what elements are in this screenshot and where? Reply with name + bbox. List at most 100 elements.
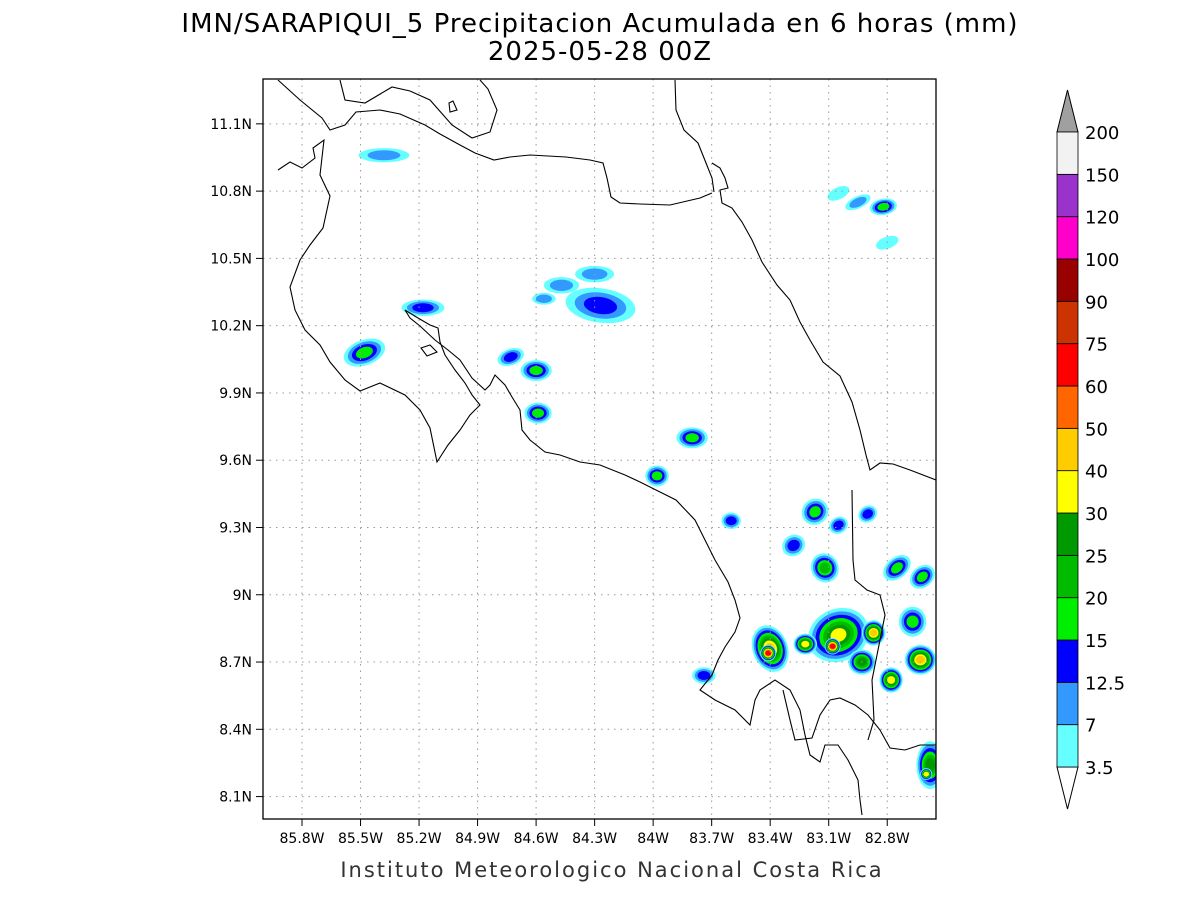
precip-cell xyxy=(676,427,708,449)
nicaragua-lake-shore xyxy=(339,79,498,139)
precip-contour xyxy=(915,655,925,664)
precip-cell xyxy=(645,465,669,487)
precip-cell xyxy=(565,287,636,324)
lon-tick-label: 83.4W xyxy=(748,831,793,847)
precip-cell xyxy=(879,667,903,693)
figure-title: IMN/SARAPIQUI_5 Precipitacion Acumulada … xyxy=(181,9,1018,39)
colorbar-swatch xyxy=(1056,724,1079,768)
precip-cell xyxy=(916,741,936,790)
nicaragua-border xyxy=(277,79,713,206)
precip-cell xyxy=(808,607,869,663)
lat-tick-label: 9.9N xyxy=(219,386,252,402)
colorbar-swatch xyxy=(1056,216,1079,260)
precip-contour xyxy=(651,471,663,481)
map-background xyxy=(263,79,936,819)
lon-tick-label: 84.6W xyxy=(514,831,559,847)
precip-cell xyxy=(543,277,580,294)
lat-tick-label: 10.8N xyxy=(210,184,252,200)
lon-tick-label: 84.9W xyxy=(455,831,500,847)
precip-cell xyxy=(824,638,841,655)
precip-contour xyxy=(765,650,772,656)
lat-tick-label: 8.7N xyxy=(219,655,252,671)
colorbar-upper-arrow xyxy=(1056,89,1079,133)
precip-cell xyxy=(497,348,524,367)
precip-cell xyxy=(909,564,935,589)
colorbar-swatch xyxy=(1056,343,1079,387)
colorbar-label: 40 xyxy=(1085,462,1108,483)
precip-cell xyxy=(520,360,552,381)
colorbar-swatch xyxy=(1056,512,1079,556)
colorbar-label: 100 xyxy=(1085,250,1119,271)
colorbar-lower-arrow xyxy=(1056,766,1079,810)
precip-contour xyxy=(531,408,545,418)
lon-tick-label: 85.8W xyxy=(280,831,325,847)
precip-cell xyxy=(858,505,878,523)
lat-tick-label: 10.2N xyxy=(210,319,252,335)
lon-tick-label: 85.5W xyxy=(338,831,383,847)
colorbar-swatch xyxy=(1056,554,1079,599)
island-chira xyxy=(420,344,438,357)
colorbar-swatch xyxy=(1056,427,1079,472)
colorbar-label: 15 xyxy=(1085,631,1108,652)
precip-contour xyxy=(827,186,850,201)
colorbar-label: 75 xyxy=(1085,335,1108,356)
precip-cell xyxy=(760,644,777,662)
colorbar-swatch xyxy=(1056,385,1079,429)
precip-contour xyxy=(685,433,699,443)
nicaragua-caribbean-coast xyxy=(674,79,715,193)
precip-contour xyxy=(725,516,737,526)
lat-tick-label: 8.1N xyxy=(219,790,252,806)
precip-cell xyxy=(861,620,886,646)
lon-tick-label: 84W xyxy=(637,831,669,847)
precip-contour xyxy=(583,296,618,315)
precip-cell xyxy=(845,194,871,211)
lat-tick-label: 10.5N xyxy=(210,251,252,267)
colorbar-swatch xyxy=(1056,470,1079,514)
precip-contour xyxy=(697,670,711,680)
lon-tick-label: 84.3W xyxy=(572,831,617,847)
colorbar-label: 7 xyxy=(1085,716,1096,737)
precip-cell xyxy=(793,633,818,655)
colorbar-swatch xyxy=(1056,597,1079,641)
costa-rica-pacific-coast xyxy=(277,138,863,816)
lon-tick-label: 85.2W xyxy=(397,831,442,847)
lat-tick-label: 9.3N xyxy=(219,520,252,536)
precip-contour xyxy=(877,202,890,211)
precip-cell xyxy=(532,292,556,305)
precip-contour xyxy=(801,640,810,648)
colorbar-swatch xyxy=(1056,681,1079,726)
precip-contour xyxy=(787,539,800,552)
precip-cell xyxy=(524,402,552,424)
colorbar-swatch xyxy=(1056,131,1079,175)
costa-rica-caribbean-coast xyxy=(711,162,936,481)
colorbar-label: 200 xyxy=(1085,123,1119,144)
precipitation-field xyxy=(343,148,936,790)
colorbar-label: 3.5 xyxy=(1085,758,1114,779)
colorbar-label: 50 xyxy=(1085,419,1108,440)
precip-contour xyxy=(829,643,836,649)
precip-cell xyxy=(782,534,806,557)
lon-tick-label: 83.7W xyxy=(689,831,734,847)
precip-cell xyxy=(829,516,848,534)
precip-contour xyxy=(849,196,867,208)
precip-contour xyxy=(887,676,896,684)
precip-contour xyxy=(412,303,434,313)
precip-colorbar: 3.5 7 12.5 15 20 25 30 40 50 60 75 90 100 120 150 200 xyxy=(1056,89,1125,810)
golfo-dulce-coast xyxy=(782,689,936,751)
precip-cell xyxy=(904,644,936,675)
colorbar-swatch xyxy=(1056,639,1079,683)
precip-cell xyxy=(810,553,839,583)
precip-cell xyxy=(869,198,897,216)
panama-border xyxy=(851,489,886,741)
lat-tick-label: 9N xyxy=(233,588,252,604)
precip-contour xyxy=(367,150,401,161)
coastlines-and-borders xyxy=(277,79,936,816)
axis-ticks: 85.8W 85.5W 85.2W 84.9W 84.6W 84.3W 84W 83.7W 83… xyxy=(210,117,910,847)
precip-contour xyxy=(503,352,518,362)
lon-tick-label: 83.1W xyxy=(806,831,851,847)
precip-contour xyxy=(535,294,552,304)
map-frame xyxy=(262,78,937,820)
precip-contour xyxy=(891,562,903,574)
colorbar-label: 12.5 xyxy=(1085,673,1125,694)
